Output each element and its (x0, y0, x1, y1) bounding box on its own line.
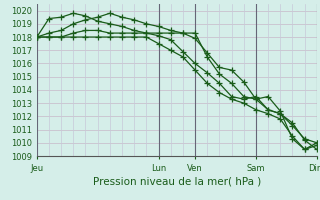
X-axis label: Pression niveau de la mer( hPa ): Pression niveau de la mer( hPa ) (93, 177, 261, 187)
